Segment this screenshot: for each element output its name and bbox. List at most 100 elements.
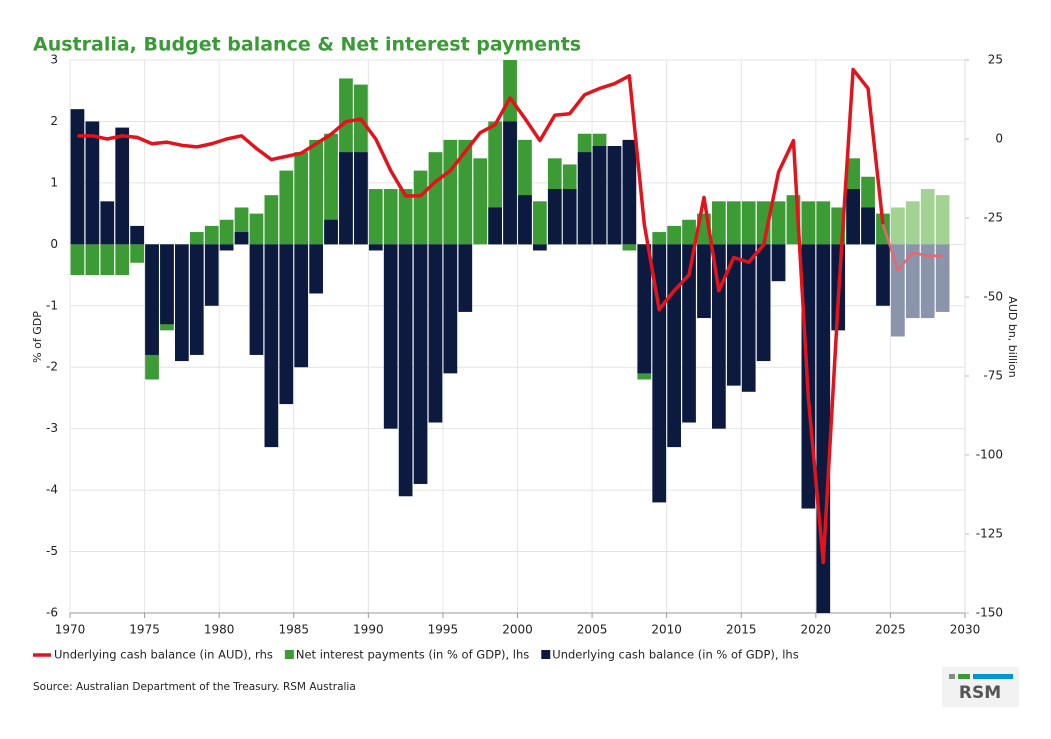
bar [637,244,652,374]
bar [503,121,517,245]
bar [428,152,443,245]
bar [339,152,353,245]
x-tick-label: 1980 [204,623,235,637]
bar [488,207,502,245]
bar [756,244,771,362]
bar [249,244,264,355]
y2-tick-label: 0 [995,132,1003,146]
bar [368,244,383,251]
y2-tick-label: -25 [983,211,1003,225]
bar [294,244,309,368]
bar [234,232,249,245]
bar [70,244,85,276]
logo-bar [973,674,1013,679]
bar [533,201,547,245]
legend-label: Underlying cash balance (in AUD), rhs [54,648,273,662]
bar [219,244,234,251]
bar [712,201,726,245]
y-tick-label: -6 [46,606,58,620]
bar [413,170,428,245]
y2-tick-label: -50 [983,290,1003,304]
bar [85,244,100,276]
x-tick-label: 2025 [875,623,906,637]
y-tick-label: 0 [50,237,58,251]
x-tick-label: 1970 [55,623,86,637]
bar [726,201,741,245]
x-tick-label: 1985 [278,623,309,637]
bar [876,244,890,306]
bar [383,189,398,245]
logo: RSM [942,667,1019,707]
bar [935,244,950,312]
y-tick-label: -1 [46,298,58,312]
logo-text: RSM [959,683,1001,703]
x-tick-label: 2020 [801,623,832,637]
bar [920,244,935,319]
bar [279,170,294,245]
bar [458,244,473,312]
bar [771,244,786,282]
bar [115,127,130,245]
bar [324,219,338,245]
y2-tick-label: 25 [988,53,1003,67]
bar [264,244,279,448]
bar [458,139,473,245]
bar [175,244,189,362]
bar [189,232,204,245]
bar [712,244,726,429]
bar [741,244,756,392]
legend-swatch [284,650,294,659]
bar [562,189,577,245]
y2-tick-label: -150 [976,606,1003,620]
bar [920,189,935,245]
bar [398,244,413,497]
bar [70,109,85,245]
bar [682,219,696,245]
x-tick-label: 2000 [502,623,533,637]
bar [443,139,458,245]
x-tick-label: 2010 [651,623,682,637]
bar [697,244,711,319]
legend-label: Underlying cash balance (in % of GDP), l… [552,648,798,662]
bar [771,201,786,245]
bar [219,219,234,245]
logo-bar [949,674,955,679]
bar [324,133,338,245]
bar [652,232,667,245]
y-tick-label: -2 [46,360,58,374]
bar [398,189,413,245]
x-tick-label: 2030 [950,623,981,637]
y2-tick-label: -75 [983,369,1003,383]
legend-label: Net interest payments (in % of GDP), lhs [296,648,529,662]
bar [726,244,741,386]
bar [667,225,681,245]
bar [115,244,130,276]
bar [518,195,532,245]
bar [204,225,219,245]
bar [905,201,920,245]
bar [622,139,637,245]
bar [204,244,219,306]
bar [189,244,204,355]
bar [607,146,622,245]
bar [413,244,428,484]
bar [160,244,174,325]
y2-axis-label: AUD bn, billion [1006,296,1019,377]
x-tick-label: 1990 [353,623,384,637]
source-note: Source: Australian Department of the Tre… [33,681,356,693]
bar [130,244,144,263]
y2-tick-label: -100 [976,448,1003,462]
y-tick-label: 1 [50,175,58,189]
line [881,223,943,272]
bar [741,201,756,245]
bar [592,146,607,245]
bar [622,244,637,251]
bar [249,213,264,245]
bar [801,201,816,245]
bar [846,189,860,245]
x-tick-label: 1995 [428,623,459,637]
legend-swatch [541,650,551,659]
bar [130,225,144,245]
logo-bar [958,674,970,679]
